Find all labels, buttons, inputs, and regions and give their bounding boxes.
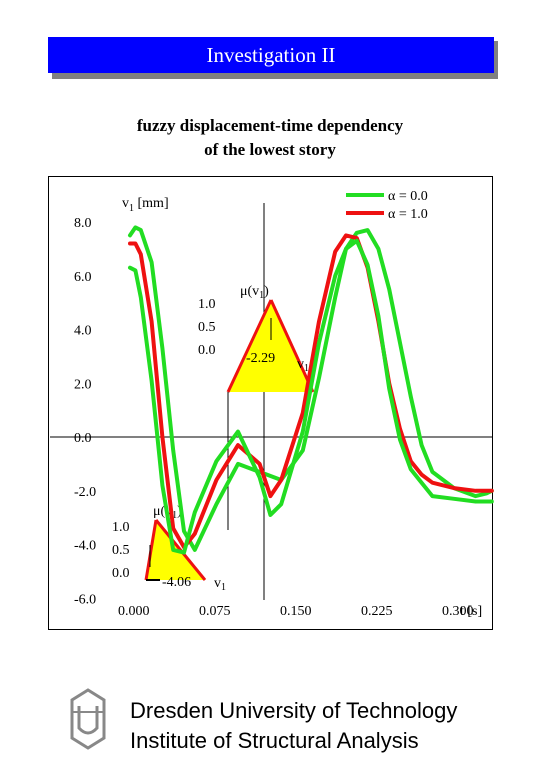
- chart-subtitle-line-2: of the lowest story: [204, 140, 336, 159]
- upper-inset-level-label: 0.5: [198, 320, 216, 335]
- upper-inset-level-label: 1.0: [198, 297, 216, 312]
- x-axis-label: t [s]: [460, 604, 482, 619]
- lower-inset-level-label: 0.5: [112, 543, 130, 558]
- lower-inset-level-label: 1.0: [112, 520, 130, 535]
- y-axis-label: v1 [mm]: [122, 196, 169, 214]
- series-line-3: [128, 238, 494, 555]
- upper-inset-membership-edge-left: [226, 299, 273, 393]
- lower-inset-level-label: 0.0: [112, 566, 130, 581]
- upper-inset-axis-label: v1: [297, 357, 309, 374]
- x-tick-label: 0.225: [361, 604, 393, 619]
- x-tick-label: 0.150: [280, 604, 312, 619]
- y-tick-label: 2.0: [74, 377, 92, 392]
- upper-inset-membership-edge-right: [269, 299, 315, 393]
- legend-label: α = 0.0: [388, 189, 428, 204]
- upper-inset-membership-fill: [228, 300, 313, 392]
- footer-institute: Institute of Structural Analysis: [130, 728, 419, 753]
- y-tick-label: 4.0: [74, 324, 92, 339]
- chart-frame: [48, 176, 493, 630]
- upper-inset-center-value: -2.29: [246, 351, 275, 366]
- y-tick-label: -2.0: [74, 485, 96, 500]
- x-tick-label: 0.000: [118, 604, 150, 619]
- y-tick-label: -4.0: [74, 539, 96, 554]
- slide-title: Investigation II: [48, 37, 494, 73]
- x-tick-label: 0.075: [199, 604, 231, 619]
- footer-university: Dresden University of Technology: [130, 698, 458, 723]
- y-tick-label: 6.0: [74, 270, 92, 285]
- y-tick-label: -6.0: [74, 592, 96, 607]
- series-line-1: [128, 225, 494, 552]
- upper-inset-mu-label: μ(v1): [240, 284, 269, 301]
- university-logo-icon: [70, 688, 106, 750]
- x-tick-label: 0.300: [442, 604, 474, 619]
- lower-inset-center-value: -4.06: [162, 575, 191, 590]
- y-tick-label: 8.0: [74, 216, 92, 231]
- series-line-2: [128, 233, 494, 550]
- chart-subtitle-line-1: fuzzy displacement-time dependency: [136, 116, 404, 135]
- legend-label: α = 1.0: [388, 207, 428, 222]
- y-tick-label: 0.0: [74, 431, 92, 446]
- upper-inset-level-label: 0.0: [198, 343, 216, 358]
- lower-inset-membership-edge-left: [144, 519, 158, 581]
- lower-inset-axis-label: v1: [214, 576, 226, 593]
